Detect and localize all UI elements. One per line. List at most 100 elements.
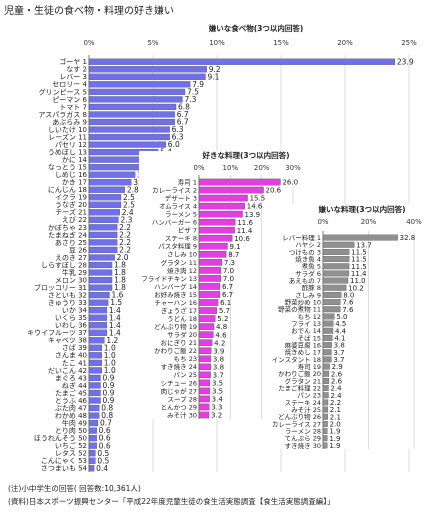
chart-1-bar — [88, 133, 170, 141]
chart-1-category-label: こんにゃく 53 — [41, 457, 87, 465]
chart-2-category-label: オムライス 4 — [159, 203, 197, 211]
chart-1-category-label: ゴーヤ 1 — [59, 57, 87, 66]
chart-1-category-label: えのき 27 — [55, 254, 87, 262]
chart-3-value-label: 4.4 — [335, 327, 347, 335]
chart-1-value-label: 2.2 — [119, 223, 131, 232]
chart-1-value-label: 0.6 — [99, 434, 111, 443]
chart-1-value-label: 6.8 — [178, 103, 190, 112]
chart-3-category-label: 寿司 19 — [298, 362, 321, 371]
chart-2-bar — [198, 283, 221, 290]
chart-1-category-label: なっとう 15 — [48, 164, 87, 172]
chart-3-category-label: おでん 14 — [291, 327, 321, 335]
chart-1-bar — [88, 292, 110, 299]
chart-1-category-label: あぶらみ 9 — [52, 118, 87, 126]
chart-1-value-label: 1.8 — [114, 283, 126, 292]
chart-2-category-label: すき焼き 24 — [161, 363, 197, 371]
chart-3-category-label: かわりご飯 20 — [278, 369, 321, 378]
chart-1-category-label: うめぼし 13 — [48, 148, 87, 156]
chart-3-category-label: 煮魚 5 — [302, 262, 321, 271]
chart-2-value-label: 8.7 — [228, 251, 239, 259]
chart-1-value-label: 2.3 — [120, 215, 132, 224]
chart-1-bar — [88, 435, 97, 442]
chart-2-value-label: 3.2 — [211, 412, 222, 420]
chart-2-bar — [198, 347, 212, 354]
chart-1-category-label: だいこん 42 — [48, 367, 87, 375]
chart-1-value-label: 1.8 — [114, 268, 126, 277]
chart-2-tick-label: 20% — [254, 164, 270, 172]
chart-2-value-label: 5.7 — [219, 307, 230, 315]
chart-2-bar — [198, 307, 218, 314]
chart-2-category-label: ステーキ 8 — [165, 235, 197, 243]
chart-1-value-label: 0.4 — [96, 464, 108, 473]
note-respondents: (注)小中学生の回答( 回答数:10,361人) — [8, 484, 141, 493]
chart-1-bar — [88, 344, 102, 351]
chart-3-value-label: 10.2 — [348, 284, 364, 292]
chart-2-value-label: 7.0 — [223, 267, 234, 275]
chart-1-category-label: うなぎ 20 — [55, 200, 87, 209]
chart-3-bar — [322, 334, 333, 341]
chart-1-tick-label: 20% — [337, 39, 353, 47]
chart-1-value-label: 1.4 — [109, 321, 121, 330]
chart-1-category-label: にんじん 18 — [48, 186, 87, 194]
chart-1-value-label: 7.9 — [192, 80, 204, 89]
chart-1-category-label: とうふ 46 — [55, 397, 88, 405]
chart-3-bar — [322, 248, 350, 255]
chart-3-value-label: 7.6 — [342, 299, 354, 307]
chart-1-category-label: レタス 52 — [55, 449, 87, 458]
chart-2-category-label: グラタン 11 — [161, 258, 197, 267]
chart-3-bar — [322, 377, 330, 384]
chart-3-category-label: さしみ 9 — [295, 291, 321, 299]
chart-1-bar — [88, 427, 97, 434]
chart-1-bar — [88, 352, 102, 359]
chart-1-bar — [88, 81, 191, 88]
chart-1-value-label: 1.0 — [104, 343, 116, 352]
chart-1-category-label: たこ 41 — [62, 359, 87, 367]
chart-3-tick-label: 20% — [361, 218, 377, 226]
chart-3-bar — [322, 363, 330, 370]
chart-3-category-label: どんぶり物 26 — [278, 412, 321, 421]
chart-3-title: 嫌いな料理(3つ以内回答) — [317, 204, 405, 214]
chart-3-value-label: 2.1 — [330, 413, 341, 421]
chart-1-value-label: 2.0 — [117, 253, 129, 262]
chart-3-category-label: そば 15 — [298, 333, 321, 342]
chart-2-bar — [198, 315, 216, 322]
chart-3-bar — [322, 320, 334, 327]
chart-1-value-label: 1.2 — [106, 336, 118, 345]
chart-3-value-label: 5.0 — [336, 313, 347, 321]
chart-3-bar — [322, 356, 332, 363]
chart-1-category-label: とり肉 50 — [55, 426, 87, 435]
chart-1-category-label: セロリー 4 — [52, 81, 87, 89]
chart-3-bar — [322, 428, 328, 435]
chart-1-category-label: いか 34 — [62, 307, 88, 315]
chart-1-bar — [88, 231, 118, 238]
chart-1-bar — [88, 412, 100, 419]
chart-1-value-label: 1.5 — [110, 298, 122, 307]
chart-1-value-label: 6.3 — [172, 125, 184, 134]
chart-1-value-label: 1.8 — [114, 261, 126, 270]
chart-1-bar — [88, 194, 122, 201]
chart-2-tick-label: 30% — [285, 164, 301, 172]
chart-1-value-label: 0.6 — [99, 441, 111, 450]
chart-1-category-label: いくら 35 — [55, 314, 87, 322]
chart-2-value-label: 10.6 — [234, 235, 250, 243]
chart-2-value-label: 4.8 — [216, 323, 227, 331]
chart-2-value-label: 3.5 — [212, 387, 223, 395]
chart-3-bar — [322, 413, 328, 420]
chart-3-value-label: 2.6 — [331, 378, 343, 386]
chart-3-value-label: 1.9 — [329, 442, 340, 450]
note-source: (資料)日本スポーツ振興センター「平成22年度児童生徒の食生活実態調査【食生活実… — [8, 497, 335, 506]
chart-3-value-label: 8.0 — [343, 292, 354, 300]
chart-3-value-label: 4.1 — [334, 335, 345, 343]
chart-3-value-label: 2.1 — [330, 406, 341, 414]
chart-1-bar — [88, 307, 108, 314]
chart-1-bar — [88, 442, 97, 449]
chart-1-bar — [88, 179, 132, 186]
chart-2-value-label: 5.2 — [217, 315, 228, 323]
chart-1-bar — [88, 465, 95, 472]
chart-3-category-label: すき焼き 30 — [285, 442, 321, 450]
chart-2-bar — [198, 275, 222, 282]
chart-2-category-label: フライドチキン 13 — [141, 275, 197, 283]
chart-1-bar — [88, 246, 118, 254]
chart-2-category-label: どんぶり物 19 — [154, 322, 197, 331]
